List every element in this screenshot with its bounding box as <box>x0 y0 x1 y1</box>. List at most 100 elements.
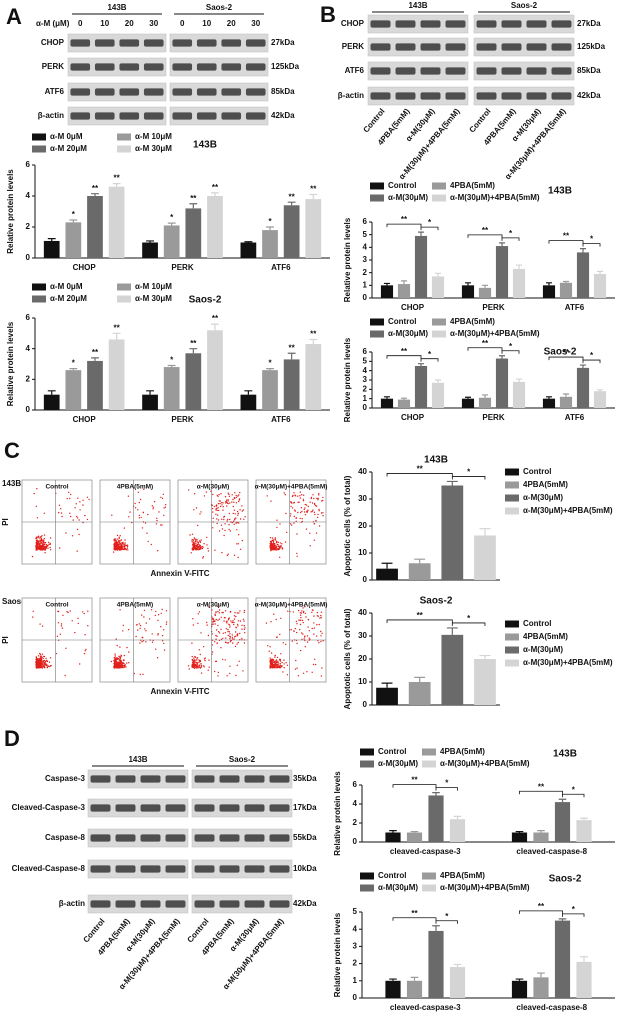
flow-event <box>309 545 311 547</box>
x-tick-label: CHOP <box>73 415 97 424</box>
y-tick-label: 3 <box>353 942 358 951</box>
flow-event <box>44 543 46 545</box>
flow-event <box>151 641 154 643</box>
blot-band <box>119 39 140 47</box>
blot-band <box>90 865 111 873</box>
flow-event <box>198 664 200 667</box>
flow-event <box>42 547 45 549</box>
flow-event <box>215 513 217 515</box>
lane-label: 10 <box>100 19 109 28</box>
flow-event <box>242 670 244 672</box>
significance-bracket <box>519 790 563 795</box>
flow-event <box>120 664 123 666</box>
flow-event <box>316 611 319 614</box>
y-tick-label: 6 <box>26 313 31 322</box>
flow-event <box>318 623 320 626</box>
flow-event <box>35 661 37 664</box>
legend-swatch <box>505 468 519 476</box>
blot-band <box>476 43 497 51</box>
flow-event <box>317 615 319 617</box>
flow-event <box>124 548 127 550</box>
flow-event <box>272 659 275 661</box>
blot-strip <box>169 57 269 77</box>
flow-event <box>309 501 311 503</box>
flow-event <box>43 655 45 658</box>
bar <box>406 832 423 842</box>
flow-event <box>279 556 281 558</box>
error-bar <box>434 272 442 277</box>
flow-event <box>117 540 120 542</box>
flow-event <box>238 522 240 524</box>
flow-event <box>304 511 306 513</box>
flow-event <box>194 660 196 662</box>
bar <box>87 196 103 258</box>
flow-event <box>233 638 235 640</box>
y-axis-label: Relative protein levels <box>343 217 352 302</box>
flow-event <box>296 552 298 555</box>
flow-event <box>289 515 291 517</box>
flow-event <box>212 511 214 513</box>
flow-event <box>237 543 239 545</box>
blot-band <box>143 63 164 71</box>
flow-event <box>35 663 37 665</box>
flow-event <box>198 659 200 661</box>
flow-event <box>274 537 276 539</box>
flow-event <box>274 548 277 550</box>
flow-event <box>225 502 227 504</box>
flow-event <box>141 640 143 643</box>
flow-event <box>317 513 319 516</box>
flow-event <box>233 523 235 525</box>
flow-event <box>238 660 240 662</box>
flow-event <box>299 612 301 614</box>
y-tick-label: 1 <box>363 394 368 403</box>
flow-event <box>303 494 305 496</box>
flow-event <box>199 659 201 662</box>
y-tick-label: 3 <box>363 255 368 264</box>
error-bar <box>69 219 78 223</box>
significance-mark: * <box>72 359 76 368</box>
flow-event <box>76 528 79 531</box>
flow-event <box>222 611 224 614</box>
error-bar <box>579 364 587 368</box>
flow-event <box>123 548 125 551</box>
blot-band <box>115 900 136 908</box>
flow-event <box>243 642 246 644</box>
flow-event <box>35 548 37 550</box>
legend-swatch <box>32 133 46 141</box>
flow-event <box>206 544 208 546</box>
flow-event <box>223 518 225 521</box>
bar <box>449 967 466 998</box>
blot-band <box>395 92 416 100</box>
bar <box>43 394 60 410</box>
error-bar <box>515 264 523 269</box>
blot-band <box>90 775 111 783</box>
bar <box>305 344 322 410</box>
flow-event <box>134 502 136 505</box>
y-tick-label: 6 <box>353 780 358 789</box>
blot-band <box>551 92 572 100</box>
flow-event <box>239 610 241 612</box>
flow-event <box>197 657 199 659</box>
flow-event <box>194 493 196 495</box>
flow-event <box>120 539 123 541</box>
flow-event <box>269 544 272 547</box>
flow-event <box>38 543 40 546</box>
flow-event <box>276 636 278 638</box>
flow-event <box>83 612 85 615</box>
flow-event <box>200 666 203 668</box>
significance-mark: ** <box>411 909 418 918</box>
blot-band <box>420 43 441 51</box>
significance-mark: ** <box>92 348 99 357</box>
error-bar <box>400 397 408 400</box>
flow-event <box>200 539 202 541</box>
flow-event <box>192 661 194 663</box>
x-tick-label: CHOP <box>401 413 425 422</box>
y-tick-label: 4 <box>26 344 31 353</box>
flow-event <box>69 512 71 514</box>
blot-row-label: Caspase-8 <box>45 833 86 842</box>
flow-event <box>49 546 51 549</box>
bar <box>576 367 590 408</box>
flow-event <box>202 556 205 558</box>
flow-event <box>309 532 311 534</box>
